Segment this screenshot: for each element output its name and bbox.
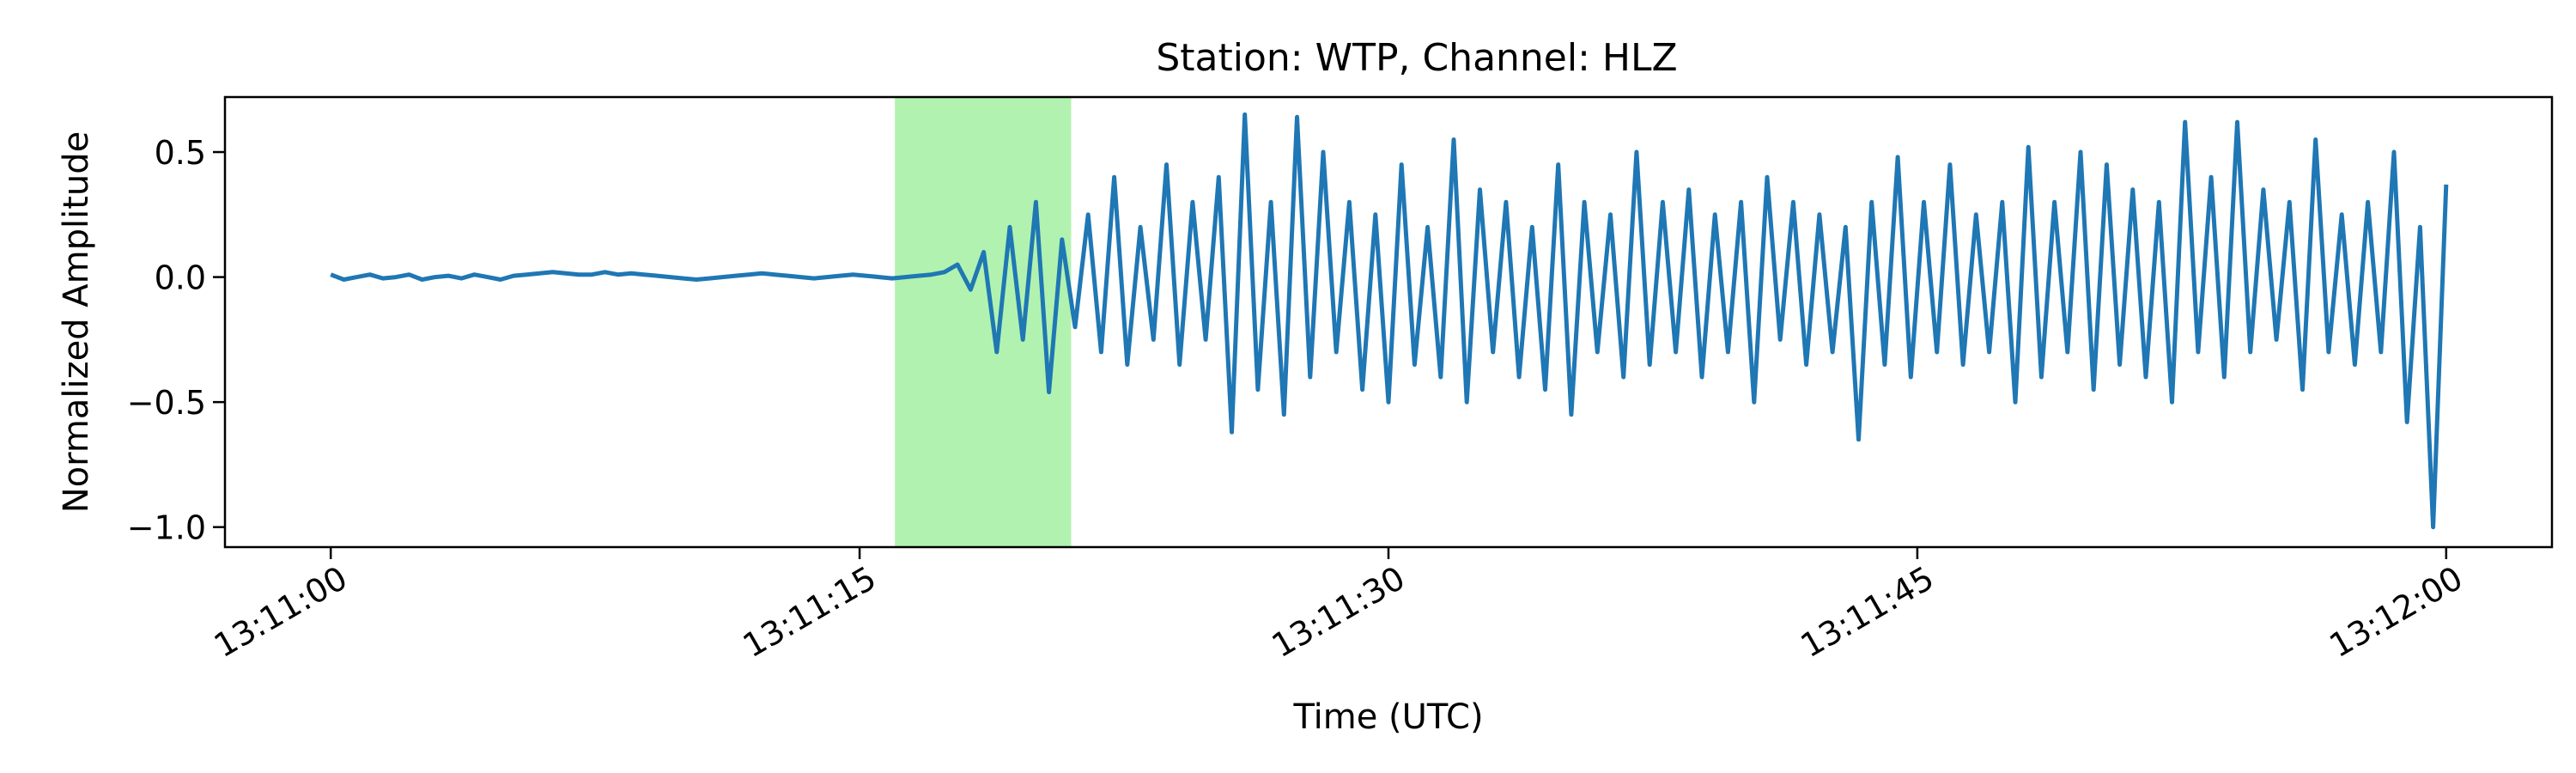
- waveform-line-0: [330, 112, 2449, 530]
- y-tick-label: 0.5: [155, 134, 206, 172]
- y-tick-label: −0.5: [127, 384, 206, 422]
- y-tick-label: 0.0: [155, 259, 206, 297]
- x-axis-title: Time (UTC): [1292, 697, 1483, 737]
- y-axis: 0.5 0.0 −0.5 −1.0: [127, 134, 225, 547]
- y-axis-title: Normalized Amplitude: [57, 131, 96, 514]
- chart-title: Station: WTP, Channel: HLZ: [1156, 36, 1677, 80]
- plot-area: [330, 97, 2449, 547]
- highlight-region: [895, 97, 1072, 547]
- y-tick-label: −1.0: [127, 509, 206, 547]
